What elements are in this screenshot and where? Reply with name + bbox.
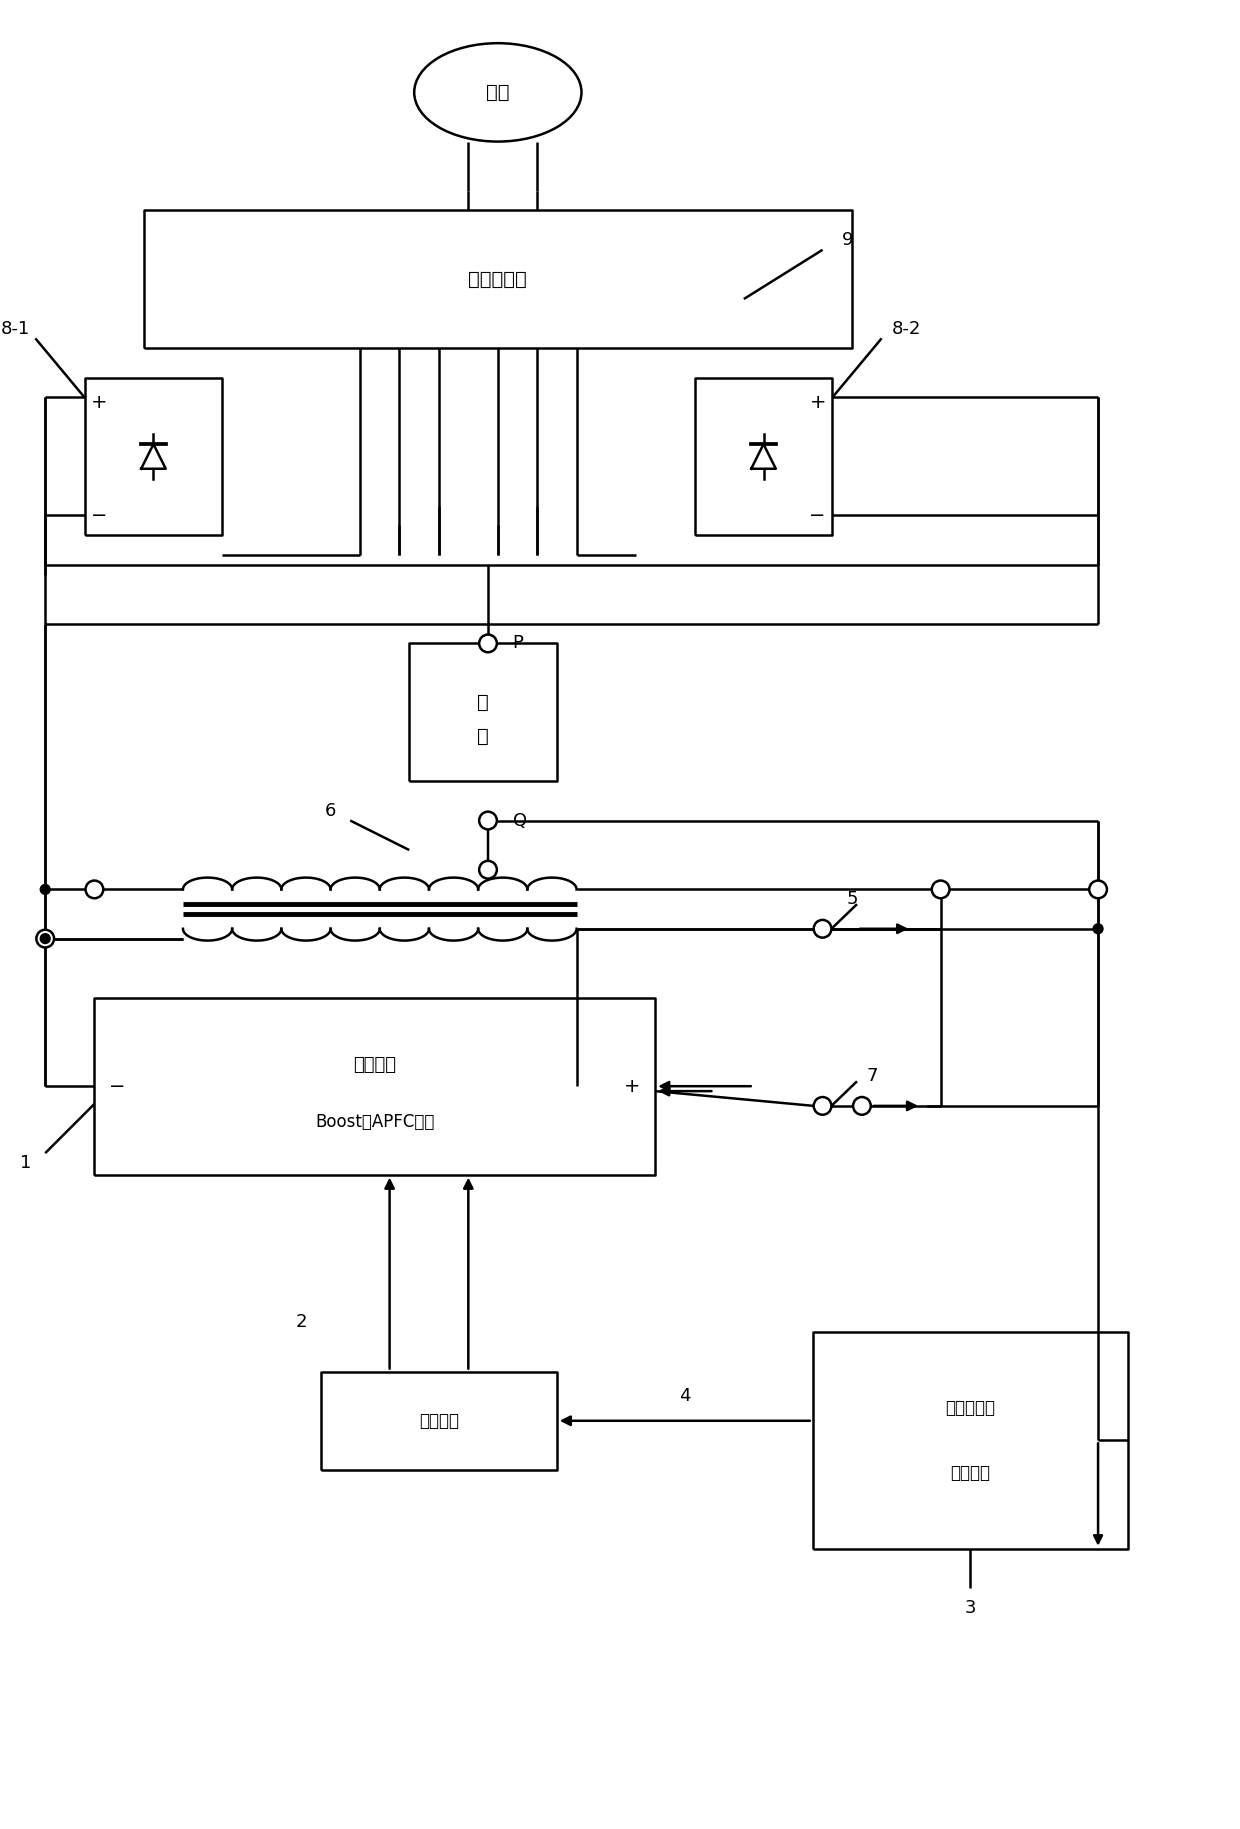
Circle shape [931, 880, 950, 898]
Text: 电网: 电网 [486, 82, 510, 102]
Text: 5: 5 [847, 891, 858, 909]
Circle shape [1094, 924, 1104, 933]
Polygon shape [812, 1332, 1127, 1549]
Text: −: − [810, 507, 826, 525]
Polygon shape [144, 210, 852, 348]
Text: P: P [512, 635, 523, 653]
Circle shape [1089, 880, 1107, 898]
Polygon shape [321, 1372, 557, 1471]
Text: +: + [810, 393, 826, 412]
Text: 1: 1 [20, 1154, 31, 1172]
Text: −: − [92, 507, 108, 525]
Circle shape [813, 920, 831, 938]
Text: 2: 2 [295, 1313, 306, 1332]
Text: 驱动电路: 驱动电路 [419, 1412, 459, 1430]
Text: 信号处理及: 信号处理及 [945, 1399, 996, 1417]
Text: −: − [109, 1077, 125, 1096]
Ellipse shape [414, 44, 582, 141]
Text: 载: 载 [477, 728, 489, 746]
Circle shape [36, 929, 55, 947]
Circle shape [853, 1097, 870, 1114]
Text: 控制电路: 控制电路 [950, 1463, 991, 1481]
Polygon shape [84, 379, 222, 536]
Text: 9: 9 [842, 230, 853, 249]
Polygon shape [694, 379, 832, 536]
Text: +: + [91, 393, 108, 412]
Text: 8-1: 8-1 [1, 320, 30, 338]
Text: 8-2: 8-2 [892, 320, 921, 338]
Circle shape [86, 880, 103, 898]
Polygon shape [751, 444, 776, 468]
Circle shape [479, 861, 497, 878]
Circle shape [479, 635, 497, 653]
Circle shape [813, 1097, 831, 1114]
Text: 4: 4 [680, 1386, 691, 1405]
Text: 6: 6 [325, 801, 336, 819]
Text: 交错并联: 交错并联 [353, 1055, 397, 1074]
Text: 7: 7 [866, 1068, 878, 1085]
Text: Q: Q [512, 812, 527, 830]
Text: +: + [624, 1077, 641, 1096]
Circle shape [40, 933, 50, 944]
Polygon shape [94, 997, 655, 1174]
Polygon shape [409, 644, 557, 781]
Text: 移相变压器: 移相变压器 [469, 271, 527, 289]
Polygon shape [141, 444, 166, 468]
Text: Boost型APFC电路: Boost型APFC电路 [315, 1112, 434, 1130]
Circle shape [40, 885, 50, 894]
Circle shape [479, 812, 497, 829]
Text: 负: 负 [477, 693, 489, 711]
Text: 3: 3 [965, 1599, 976, 1617]
